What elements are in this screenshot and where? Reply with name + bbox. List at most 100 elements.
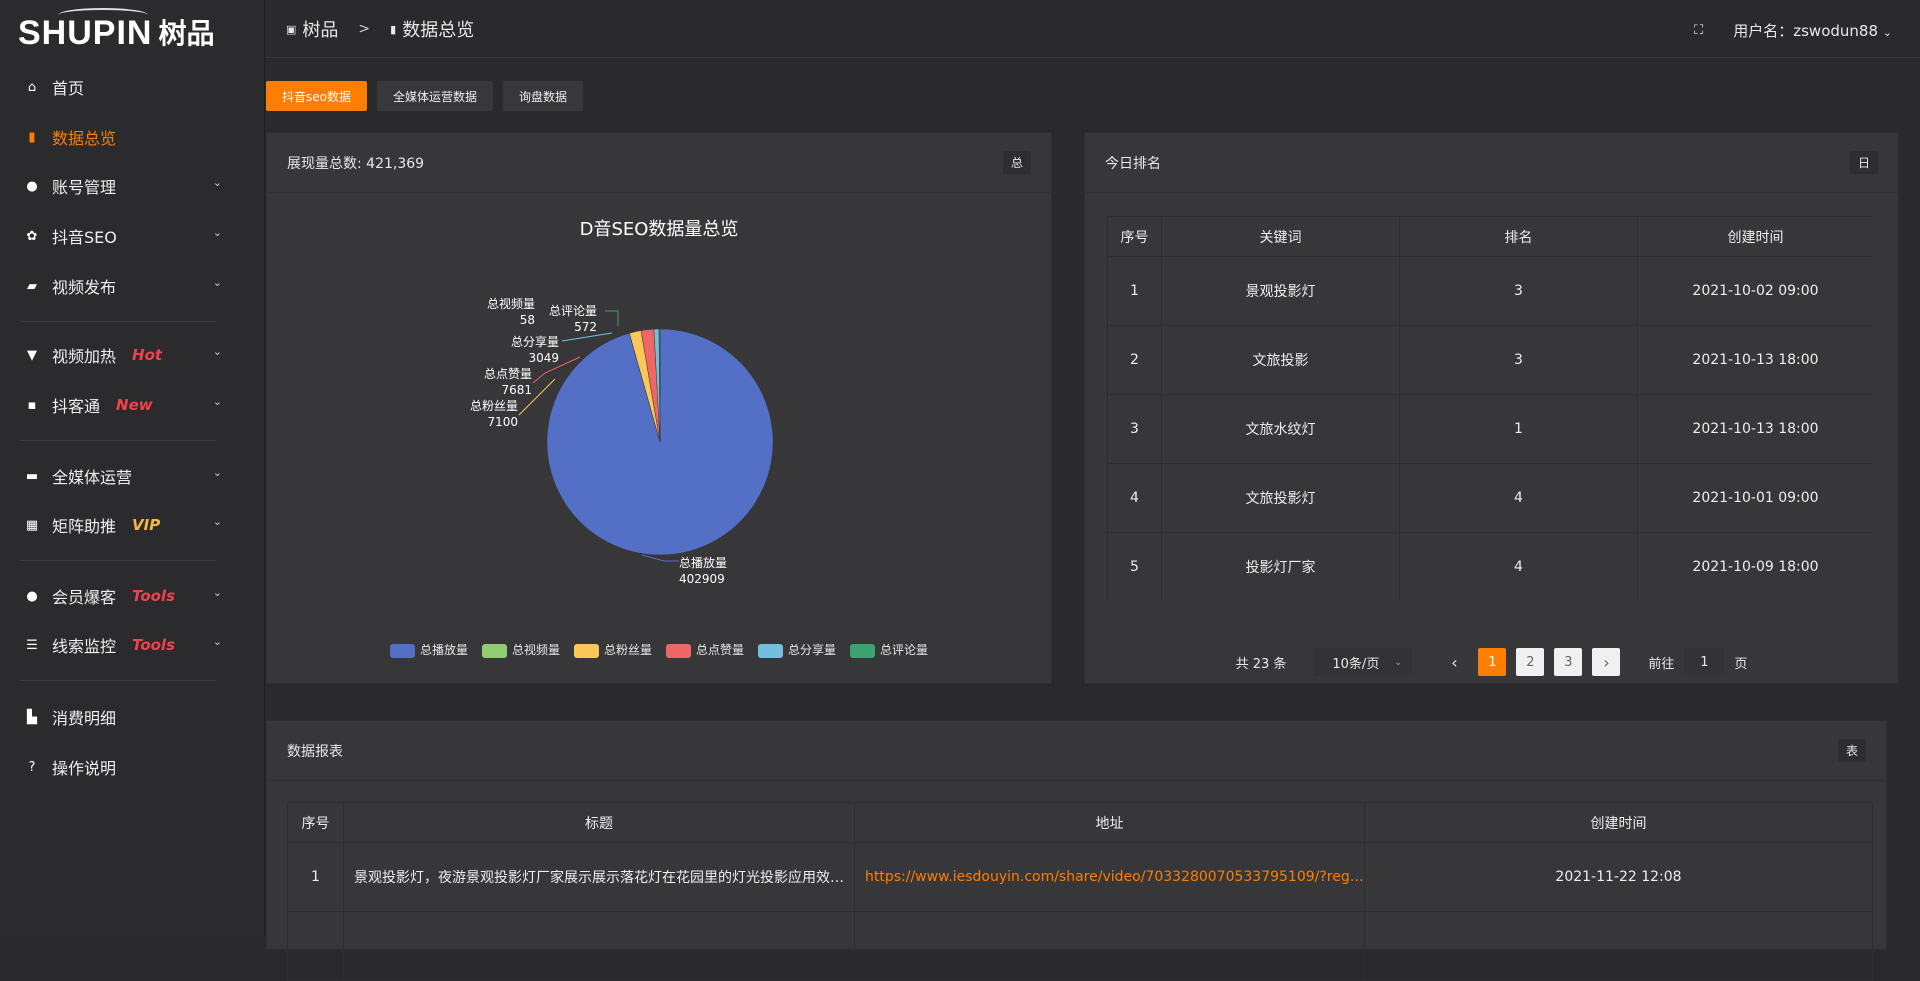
tab-all-media[interactable]: 全媒体运营数据 <box>376 81 493 111</box>
pie-label: 总粉丝量 7100 <box>470 398 518 430</box>
sign-icon: ▼ <box>27 347 37 363</box>
next-page-button[interactable]: › <box>1592 648 1621 676</box>
legend-swatch <box>481 643 507 658</box>
table-cell: 2 <box>1107 325 1162 395</box>
page-3[interactable]: 3 <box>1554 648 1583 676</box>
sidebar-item-7[interactable]: ▬ 全媒体运营 ⌄ <box>0 454 230 498</box>
total-tag-button[interactable]: 总 <box>1002 151 1031 174</box>
goto-label: 前往 <box>1648 656 1675 672</box>
pie-label-value: 3049 <box>528 351 559 365</box>
sidebar-item-6[interactable]: ▪ 抖客通 New ⌄ <box>0 383 230 427</box>
chevron-down-icon: ⌄ <box>212 395 222 408</box>
sidebar-item-2[interactable]: ● 账号管理 ⌄ <box>0 164 230 208</box>
chevron-down-icon: ⌄ <box>212 466 222 479</box>
legend-item[interactable]: 总视频量 <box>481 641 560 658</box>
legend-swatch <box>666 643 691 658</box>
grid-icon: ▦ <box>25 517 39 533</box>
table-cell: 景观投影灯 <box>1161 256 1400 326</box>
breadcrumb-home[interactable]: 树品 <box>302 20 339 41</box>
table-cell: 景观投影灯，夜游景观投影灯厂家展示展示落花灯在花园里的灯光投影应用效果 # <box>343 842 855 912</box>
wallet-icon: ▙ <box>27 709 37 725</box>
table-row: 1 景观投影灯，夜游景观投影灯厂家展示展示落花灯在花园里的灯光投影应用效果 # ht… <box>287 842 1873 912</box>
legend-label: 总点赞量 <box>696 643 745 657</box>
sidebar-badge: New <box>116 396 153 414</box>
sidebar-item-label: 抖客通 <box>52 397 101 416</box>
column-header: 标题 <box>343 802 855 843</box>
sidebar-item-0[interactable]: ⌂ 首页 <box>0 65 230 109</box>
sidebar-badge: VIP <box>132 516 161 534</box>
sidebar-divider <box>20 560 216 561</box>
rank-table: 序号 关键词 排名 创建时间 1 景观投影灯 3 2021-10-02 09:00 2 文旅投影 3… <box>1107 216 1873 601</box>
goto-page-input[interactable]: 1 <box>1684 648 1725 676</box>
legend-label: 总播放量 <box>419 643 468 657</box>
sidebar-item-10[interactable]: ☰ 线索监控 Tools ⌄ <box>0 623 230 667</box>
tab-douyin-seo[interactable]: 抖音seo数据 <box>266 81 367 111</box>
chart-legend: 总播放量 总视频量 总粉丝量 总点赞量 总分享量 总评论量 <box>267 641 1051 658</box>
chevron-down-icon: ⌄ <box>212 635 222 648</box>
sidebar-item-12[interactable]: ? 操作说明 <box>0 745 230 789</box>
legend-item[interactable]: 总点赞量 <box>666 641 744 658</box>
table-cell: 文旅投影 <box>1161 325 1400 395</box>
pagination: 共 23 条 10条/页 ⌄ ‹ 1 2 3 › 前往 1 页 <box>1085 648 1898 676</box>
legend-item[interactable]: 总评论量 <box>850 641 928 658</box>
pie-slice-5[interactable] <box>658 328 661 443</box>
pie-label: 总分享量 3049 <box>511 334 559 366</box>
table-row: 2 文旅投影 3 2021-10-13 18:00 <box>1107 325 1873 395</box>
sidebar-item-1[interactable]: ▮ 数据总览 <box>0 115 230 159</box>
legend-item[interactable]: 总分享量 <box>758 641 836 658</box>
pie-label: 总视频量 58 <box>487 296 535 328</box>
day-tag-button[interactable]: 日 <box>1849 151 1878 174</box>
sidebar-item-label: 消费明细 <box>52 709 117 728</box>
legend-swatch <box>573 643 599 658</box>
bar-chart-icon: ▮ <box>390 22 397 36</box>
breadcrumb-separator: > <box>358 21 371 37</box>
user-icon: ● <box>26 178 38 194</box>
table-cell: 2021-10-13 18:00 <box>1637 325 1873 395</box>
pie-label-name: 总视频量 <box>486 297 535 311</box>
table-cell: 2021-10-01 09:00 <box>1637 463 1873 533</box>
pie-label-value: 58 <box>519 313 535 327</box>
legend-label: 总分享量 <box>788 643 837 657</box>
sidebar-item-5[interactable]: ▼ 视频加热 Hot ⌄ <box>0 333 230 377</box>
page-size-select[interactable]: 10条/页 ⌄ <box>1314 648 1413 676</box>
page-1[interactable]: 1 <box>1478 648 1507 676</box>
page-2[interactable]: 2 <box>1516 648 1545 676</box>
tab-inquiry[interactable]: 询盘数据 <box>503 81 584 111</box>
sidebar-item-label: 视频发布 <box>52 278 117 297</box>
chevron-down-icon: ⌄ <box>212 515 222 528</box>
prev-page-button[interactable]: ‹ <box>1451 652 1458 672</box>
label-line <box>518 378 556 416</box>
table-cell: 2021-11-22 12:08 <box>1364 842 1873 912</box>
legend-item[interactable]: 总播放量 <box>389 641 468 658</box>
pie-chart <box>518 310 774 562</box>
table-cell: 投影灯厂家 <box>1161 532 1400 601</box>
table-cell: 3 <box>1399 325 1638 395</box>
sidebar-item-label: 会员爆客 <box>52 588 117 607</box>
monitor-icon: ▬ <box>25 468 39 484</box>
fullscreen-icon[interactable]: ⛶ <box>1694 23 1704 38</box>
sidebar-item-3[interactable]: ✿ 抖音SEO ⌄ <box>0 214 230 258</box>
user-menu[interactable]: 用户名：zswodun88 ⌄ <box>1733 20 1892 41</box>
sidebar-item-8[interactable]: ▦ 矩阵助推 VIP ⌄ <box>0 503 230 547</box>
sidebar-item-9[interactable]: ● 会员爆客 Tools ⌄ <box>0 574 230 618</box>
sidebar-item-4[interactable]: ▰ 视频发布 ⌄ <box>0 264 230 308</box>
video-link[interactable]: https://www.iesdouyin.com/share/video/70… <box>854 842 1365 912</box>
sidebar-item-11[interactable]: ▙ 消费明细 <box>0 695 230 739</box>
pie-label: 总评论量 572 <box>549 303 597 335</box>
pie-label: 总播放量 402909 <box>679 555 727 587</box>
table-cell: 4 <box>1107 463 1162 533</box>
sidebar-divider <box>20 321 216 322</box>
label-line <box>641 554 679 562</box>
legend-swatch <box>850 643 876 658</box>
legend-item[interactable]: 总粉丝量 <box>573 641 652 658</box>
card-title: 今日排名 <box>1105 155 1161 172</box>
table-cell: 文旅投影灯 <box>1161 463 1400 533</box>
sidebar-badge: Tools <box>132 587 175 605</box>
sidebar-badge: Tools <box>132 636 175 654</box>
pie-label-value: 7100 <box>487 415 518 429</box>
table-cell: 3 <box>1107 394 1162 464</box>
pie-label-name: 总播放量 <box>679 556 728 570</box>
column-header: 创建时间 <box>1364 802 1873 843</box>
pie-label-name: 总点赞量 <box>483 367 532 381</box>
table-tag-button[interactable]: 表 <box>1837 739 1866 762</box>
